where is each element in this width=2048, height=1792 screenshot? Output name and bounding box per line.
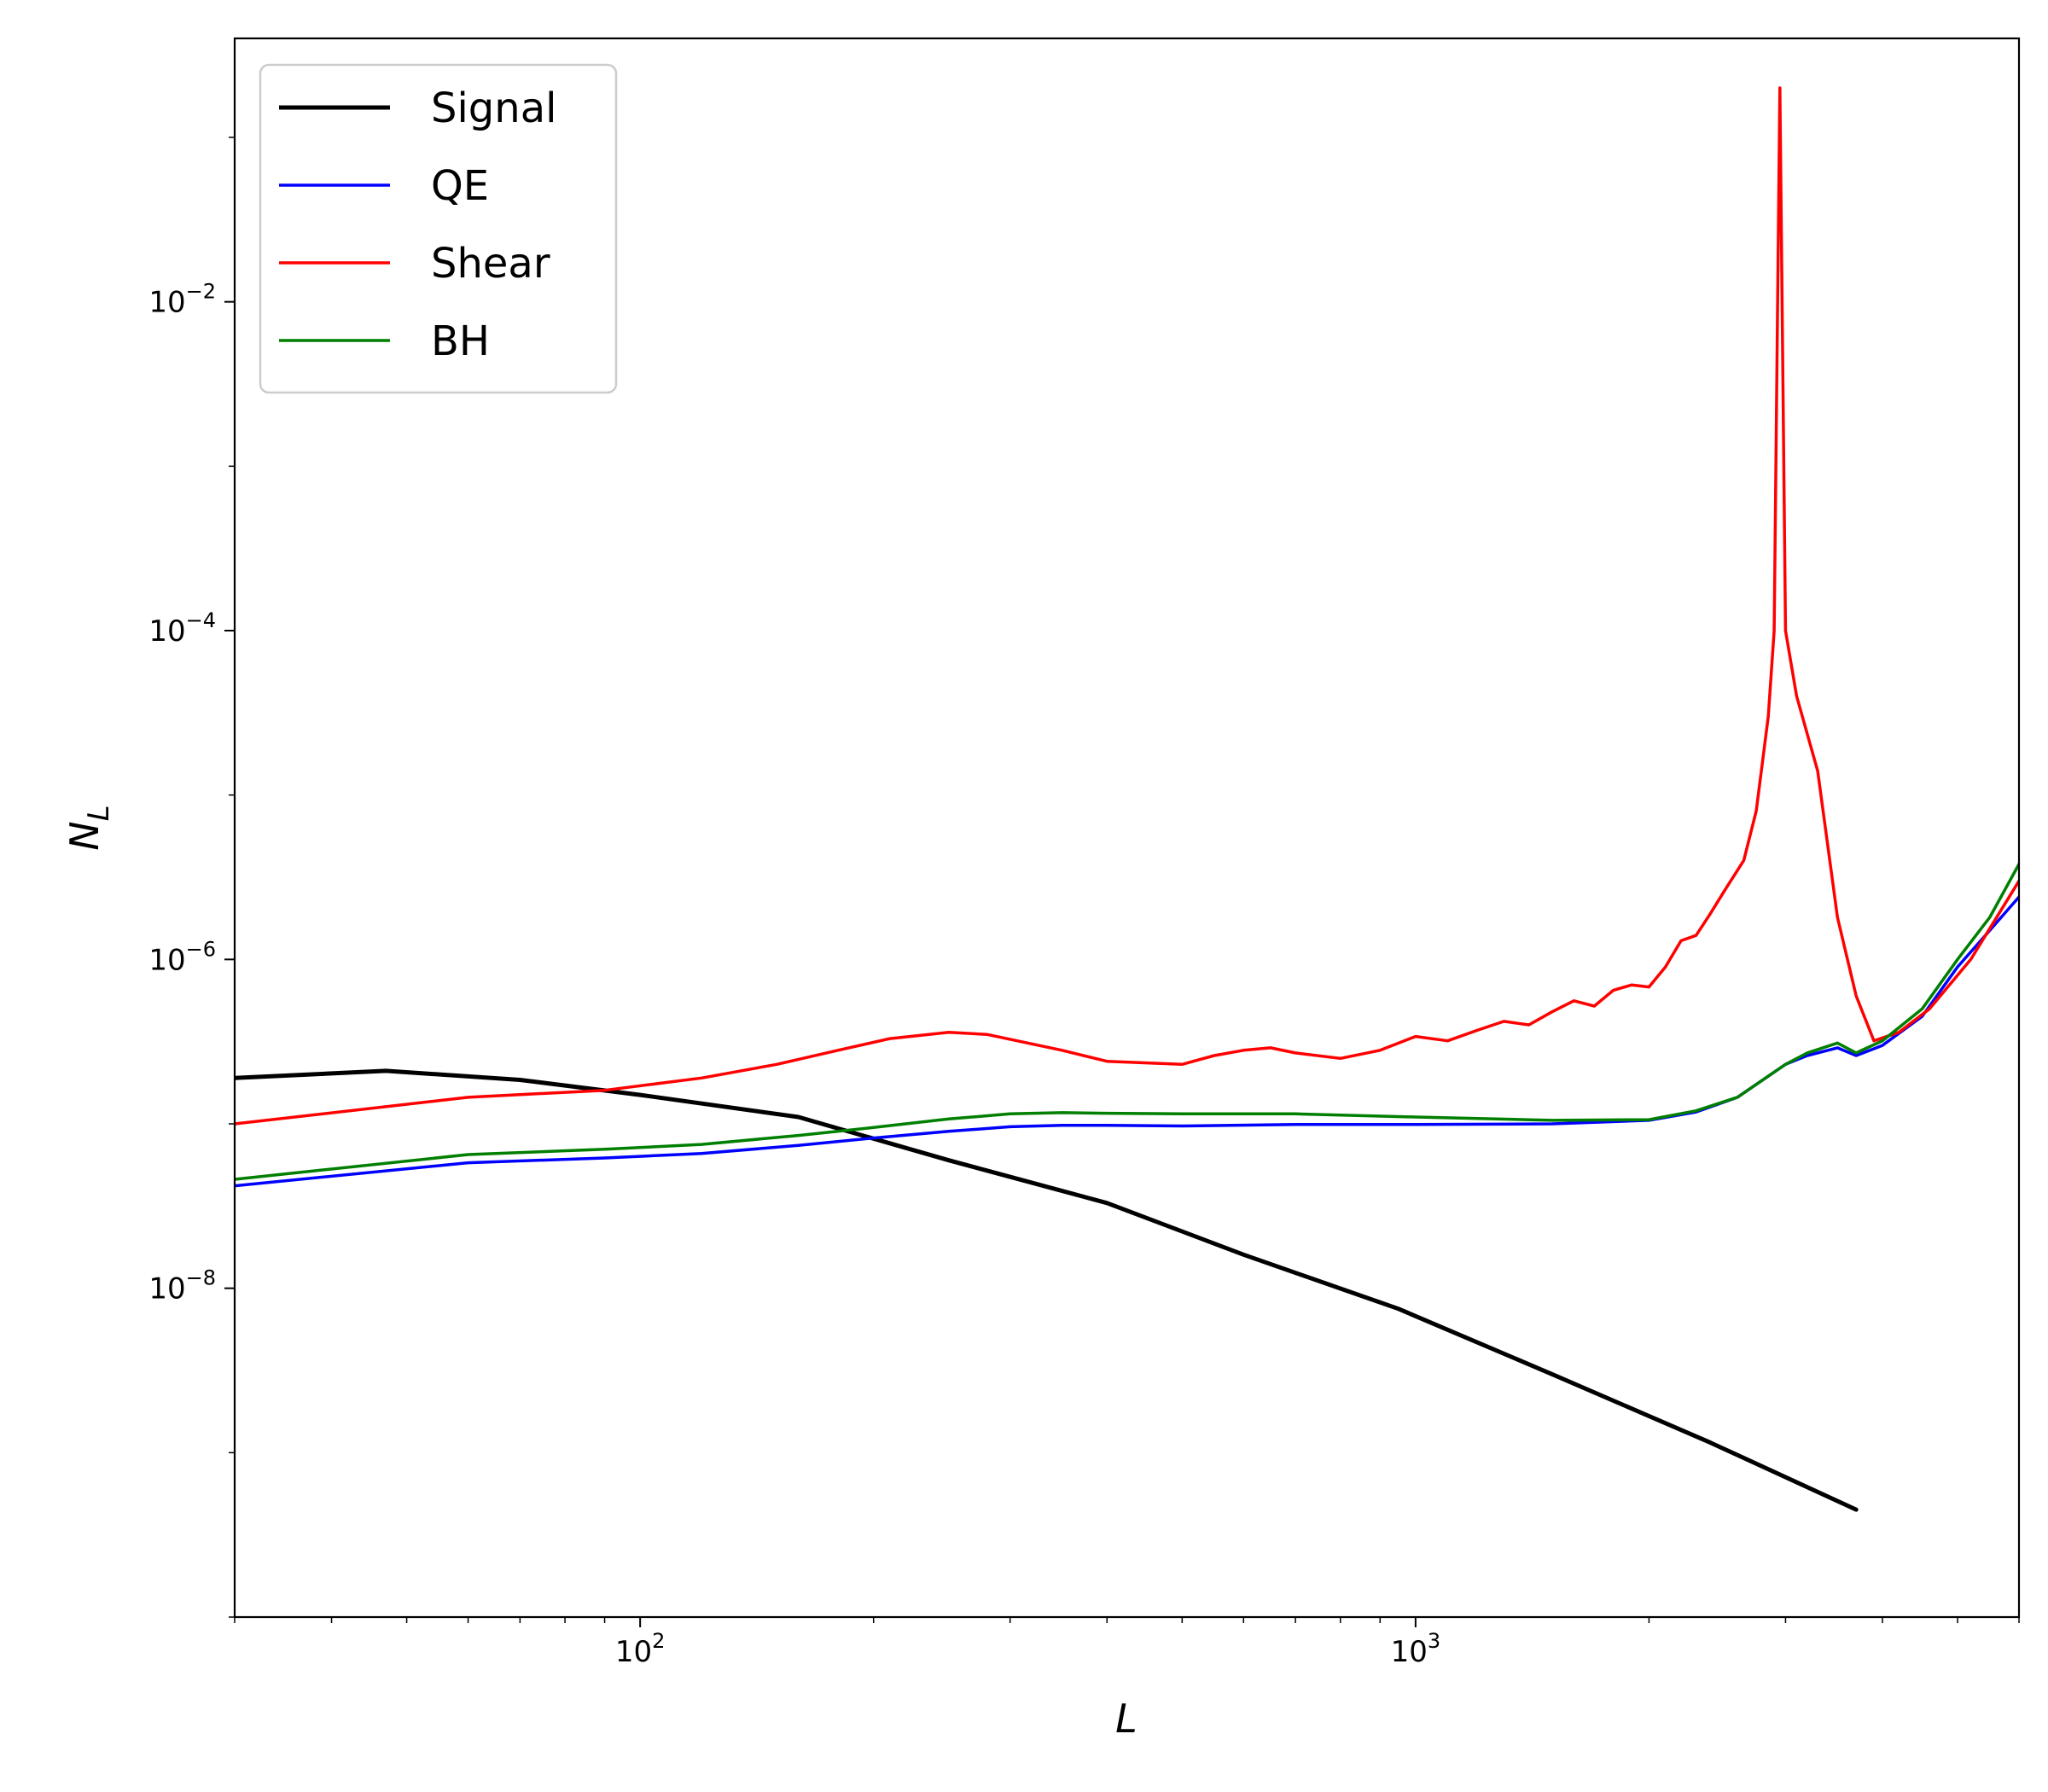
y-tick-label: 10−4 bbox=[148, 608, 216, 649]
series-line-bh bbox=[235, 862, 2019, 1181]
plot-frame bbox=[233, 37, 2021, 1619]
series-lines bbox=[235, 86, 2019, 1512]
legend-label-bh: BH bbox=[431, 317, 490, 365]
y-tick-label: 10−8 bbox=[148, 1266, 216, 1306]
legend-box bbox=[259, 63, 618, 394]
legend-label-shear: Shear bbox=[431, 240, 550, 288]
legend-label-qe: QE bbox=[431, 162, 489, 210]
y-axis-ticks: 10−8 10−6 10−4 10−2 bbox=[148, 137, 235, 1618]
series-line-qe bbox=[235, 895, 2019, 1188]
legend: Signal QE Shear BH bbox=[259, 63, 618, 394]
y-axis-label: NL bbox=[61, 805, 116, 850]
x-axis-label: L bbox=[1115, 1696, 1137, 1742]
series-line-signal bbox=[235, 1068, 1859, 1512]
x-tick-label: 102 bbox=[615, 1629, 666, 1669]
x-axis-ticks: 102 103 bbox=[234, 1617, 2020, 1669]
legend-label-signal: Signal bbox=[431, 84, 556, 132]
y-tick-label: 10−6 bbox=[148, 937, 216, 977]
y-tick-label: 10−2 bbox=[148, 280, 216, 320]
series-line-shear bbox=[235, 86, 2019, 1126]
x-tick-label: 103 bbox=[1391, 1629, 1441, 1669]
